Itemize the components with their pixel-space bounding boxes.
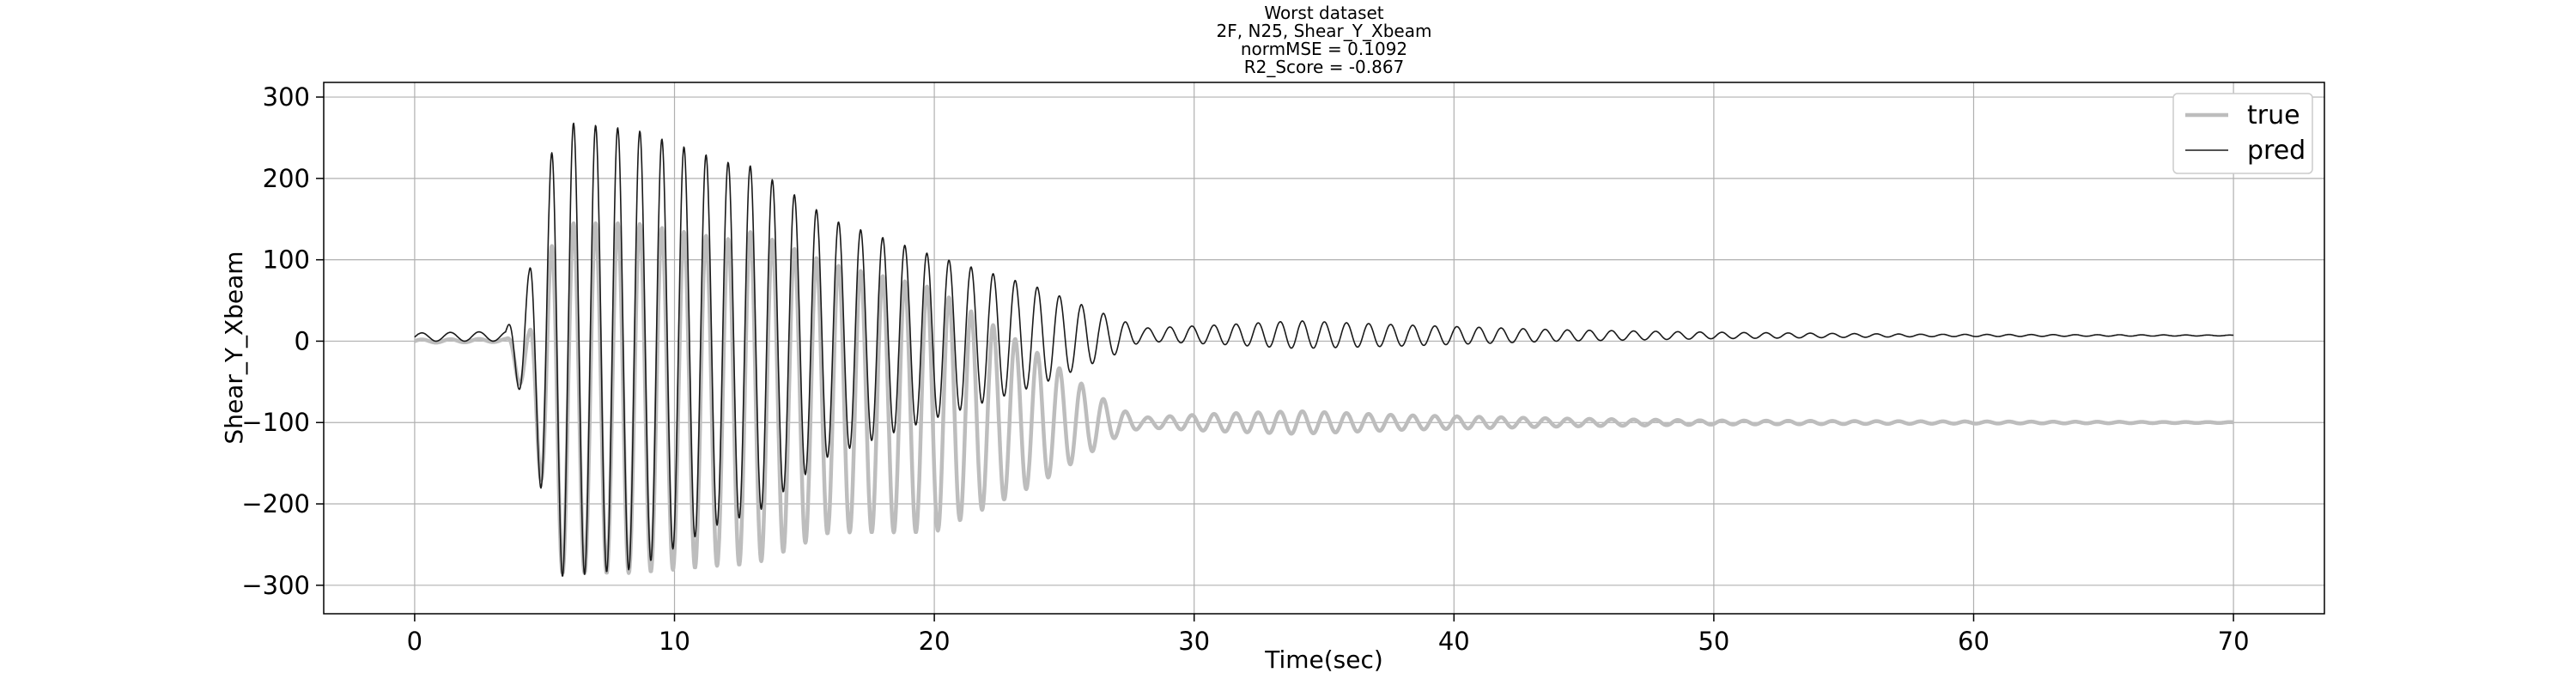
title-line-4: R2_Score = -0.867 xyxy=(1244,57,1405,77)
y-axis-label: Shear_Y_Xbeam xyxy=(220,251,248,444)
series-layer xyxy=(413,122,2235,577)
x-axis-ticks: 0 10 20 30 40 50 60 70 xyxy=(407,614,2250,656)
y-tick-label: −200 xyxy=(241,489,310,518)
series-line-true xyxy=(413,221,2235,575)
y-tick-label: 0 xyxy=(295,326,310,355)
y-axis-ticks: −300 −200 −100 0 100 200 300 xyxy=(241,82,324,600)
y-tick-label: 300 xyxy=(263,82,310,112)
x-tick-label: 20 xyxy=(919,627,951,656)
x-tick-label: 30 xyxy=(1178,627,1210,656)
plot-frame xyxy=(323,82,2325,615)
x-tick-label: 40 xyxy=(1438,627,1470,656)
title-line-2: 2F, N25, Shear_Y_Xbeam xyxy=(1217,21,1432,41)
title-line-3: normMSE = 0.1092 xyxy=(1241,39,1407,59)
legend-label-true: true xyxy=(2247,100,2300,130)
y-tick-label: 100 xyxy=(263,245,310,275)
x-axis-label: Time(sec) xyxy=(1264,646,1383,674)
x-tick-label: 60 xyxy=(1958,627,1990,656)
legend-label-pred: pred xyxy=(2247,136,2306,166)
chart-title: Worst dataset 2F, N25, Shear_Y_Xbeam nor… xyxy=(1217,3,1432,77)
y-tick-label: −100 xyxy=(241,408,310,437)
x-tick-label: 0 xyxy=(407,627,422,656)
y-tick-label: −300 xyxy=(241,571,310,600)
x-tick-label: 10 xyxy=(659,627,690,656)
series-line-pred xyxy=(414,122,2234,577)
y-tick-label: 200 xyxy=(263,164,310,193)
title-line-1: Worst dataset xyxy=(1264,3,1383,23)
legend: true pred xyxy=(2172,93,2313,174)
x-tick-label: 70 xyxy=(2218,627,2250,656)
x-tick-label: 50 xyxy=(1698,627,1729,656)
